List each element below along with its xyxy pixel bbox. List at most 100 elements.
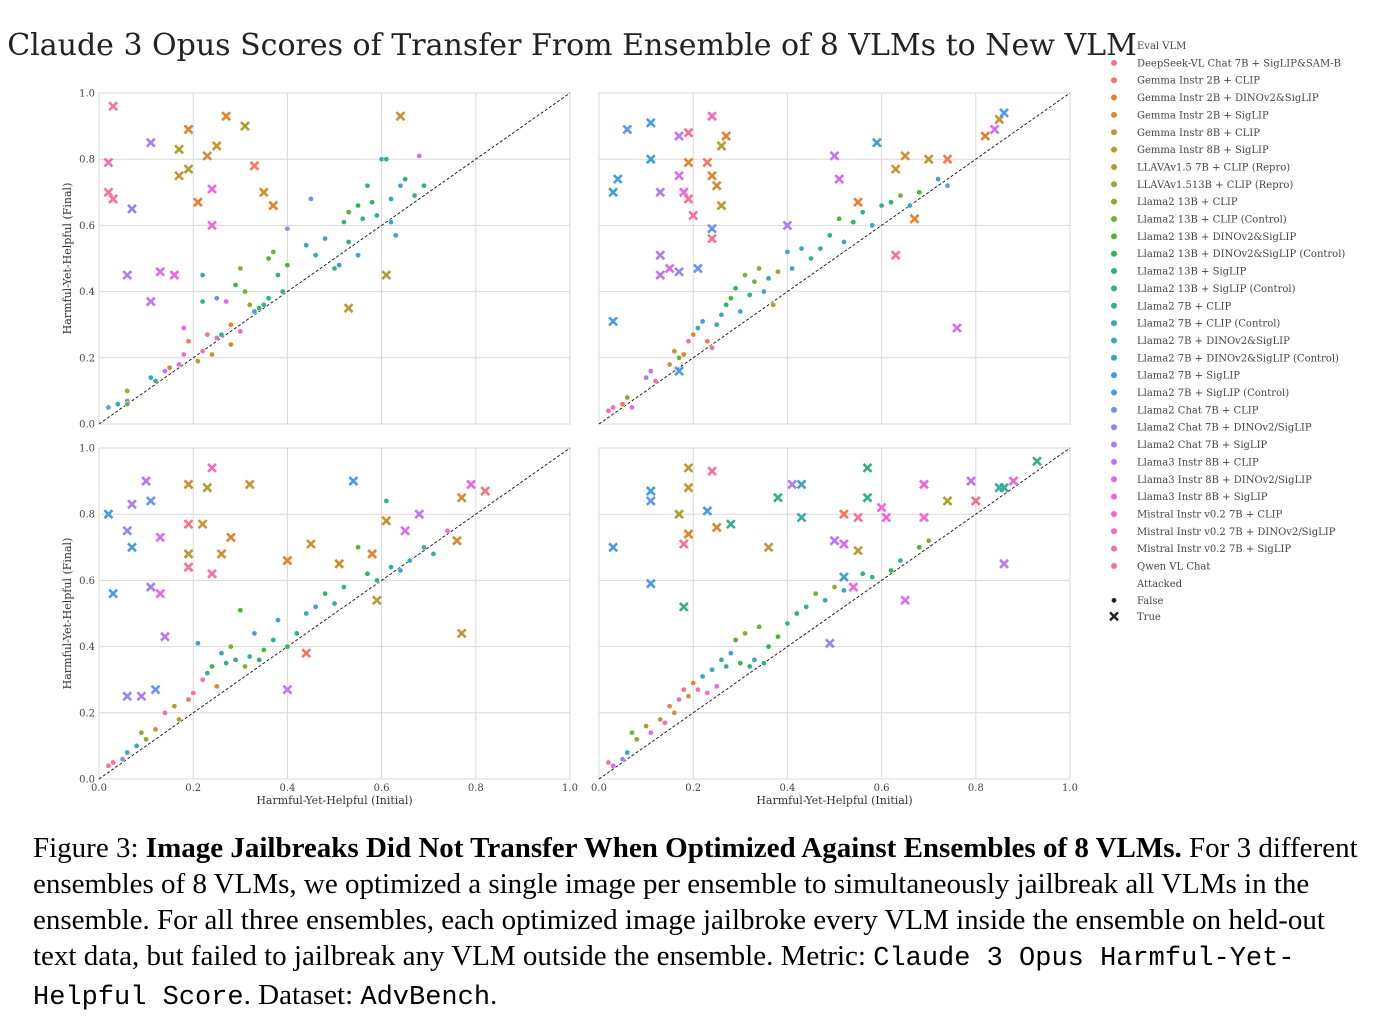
attacked-point (683, 462, 694, 473)
legend-label: Llama2 Chat 7B + SigLIP (1137, 440, 1268, 451)
y-tick-label: 0.2 (79, 708, 95, 719)
data-point (355, 544, 361, 551)
attacked-point (183, 164, 194, 175)
data-point (798, 245, 805, 252)
data-point (713, 683, 720, 690)
data-point (916, 544, 923, 551)
attacked-point (655, 270, 666, 280)
x-tick-label: 1.0 (1062, 783, 1078, 794)
attacked-point (674, 509, 684, 520)
x-tick-label: 0.0 (91, 783, 107, 794)
attacked-point (711, 180, 722, 191)
attacked-point (174, 170, 184, 181)
panel-top-left: 0.0 0.2 0.4 0.6 0.8 1.0 Harmful-Yet-Helpful (F… (61, 89, 571, 431)
data-point (195, 640, 201, 647)
legend-swatch (1111, 285, 1117, 292)
attacked-point (108, 588, 119, 599)
legend-swatch (1111, 389, 1117, 396)
data-point (699, 673, 706, 680)
data-point (666, 703, 673, 710)
attacked-point (674, 366, 684, 376)
legend-label: Mistral Instr v0.2 7B + SigLIP (1137, 544, 1291, 555)
data-point (751, 278, 758, 285)
data-point (162, 709, 168, 716)
data-point (775, 268, 781, 275)
data-point (761, 660, 767, 667)
legend-label: Gemma Instr 8B + SigLIP (1137, 145, 1269, 156)
attacked-point (683, 529, 694, 539)
attacked-point (655, 187, 666, 198)
data-point (666, 361, 673, 368)
data-point (383, 498, 390, 504)
attacked-point (127, 203, 137, 214)
data-point (732, 285, 739, 292)
legend-swatch (1111, 320, 1117, 327)
attacked-point (645, 496, 656, 506)
y-tick-label: 1.0 (79, 444, 95, 455)
data-point (718, 311, 725, 318)
attacked-point (707, 223, 717, 234)
data-point (897, 192, 904, 199)
attacked-point (829, 150, 840, 161)
legend-label: LLAVAv1.5 7B + CLIP (Repro) (1137, 162, 1290, 173)
attacked-point (608, 316, 619, 327)
attacked-point (268, 200, 279, 211)
legend-label: Gemma Instr 2B + CLIP (1137, 76, 1260, 87)
data-point (850, 219, 857, 225)
legend-true-marker (1109, 611, 1119, 622)
attacked-point (716, 200, 727, 211)
attacked-point (900, 595, 911, 606)
data-point (789, 265, 795, 272)
data-point (322, 235, 328, 242)
legend-label: Llama2 7B + DINOv2&SigLIP (Control) (1137, 353, 1339, 364)
attacked-point (244, 479, 255, 490)
data-point (246, 301, 253, 308)
attacked-point (970, 496, 981, 506)
attacked-point (207, 184, 217, 194)
legend-label: Llama2 13B + SigLIP (Control) (1137, 284, 1296, 295)
data-point (105, 404, 112, 411)
attacked-point (192, 197, 203, 208)
data-point (152, 726, 159, 733)
attacked-point (456, 628, 467, 639)
attacked-point (145, 137, 156, 148)
attacked-point (909, 213, 920, 224)
data-point (185, 338, 192, 345)
data-point (624, 394, 631, 401)
y-tick-label: 0.8 (79, 510, 95, 521)
legend-label: Llama2 13B + DINOv2&SigLIP (1137, 232, 1296, 243)
legend-swatch (1111, 181, 1117, 188)
legend-swatch (1111, 476, 1117, 483)
data-point (256, 305, 262, 311)
x-tick-label: 0.6 (874, 783, 890, 794)
legend-swatch (1111, 146, 1117, 153)
attacked-point (683, 194, 694, 204)
data-point (416, 153, 423, 159)
data-point (676, 696, 682, 703)
legend-label: Llama3 Instr 8B + DINOv2/SigLIP (1137, 475, 1312, 486)
data-point (812, 590, 819, 597)
data-point (124, 401, 131, 407)
attacked-point (155, 266, 166, 277)
identity-line (98, 92, 571, 425)
attacked-point (466, 479, 477, 490)
attacked-point (674, 131, 684, 141)
data-point (152, 378, 159, 384)
attacked-point (796, 512, 807, 523)
data-point (279, 288, 286, 295)
attacked-point (145, 296, 156, 307)
legend-label: Llama2 13B + CLIP (1137, 197, 1238, 208)
data-point (209, 663, 215, 670)
legend-swatch (1111, 302, 1117, 309)
attacked-point (683, 127, 694, 138)
data-point (331, 265, 338, 272)
attacked-point (782, 220, 793, 231)
data-point (907, 202, 913, 209)
data-point (237, 265, 244, 272)
legend-hue-title: Eval VLM (1137, 41, 1186, 52)
attacked-point (862, 462, 873, 473)
data-point (647, 729, 654, 736)
attacked-point (207, 220, 217, 231)
legend-swatch (1111, 510, 1117, 517)
attacked-point (221, 111, 232, 122)
